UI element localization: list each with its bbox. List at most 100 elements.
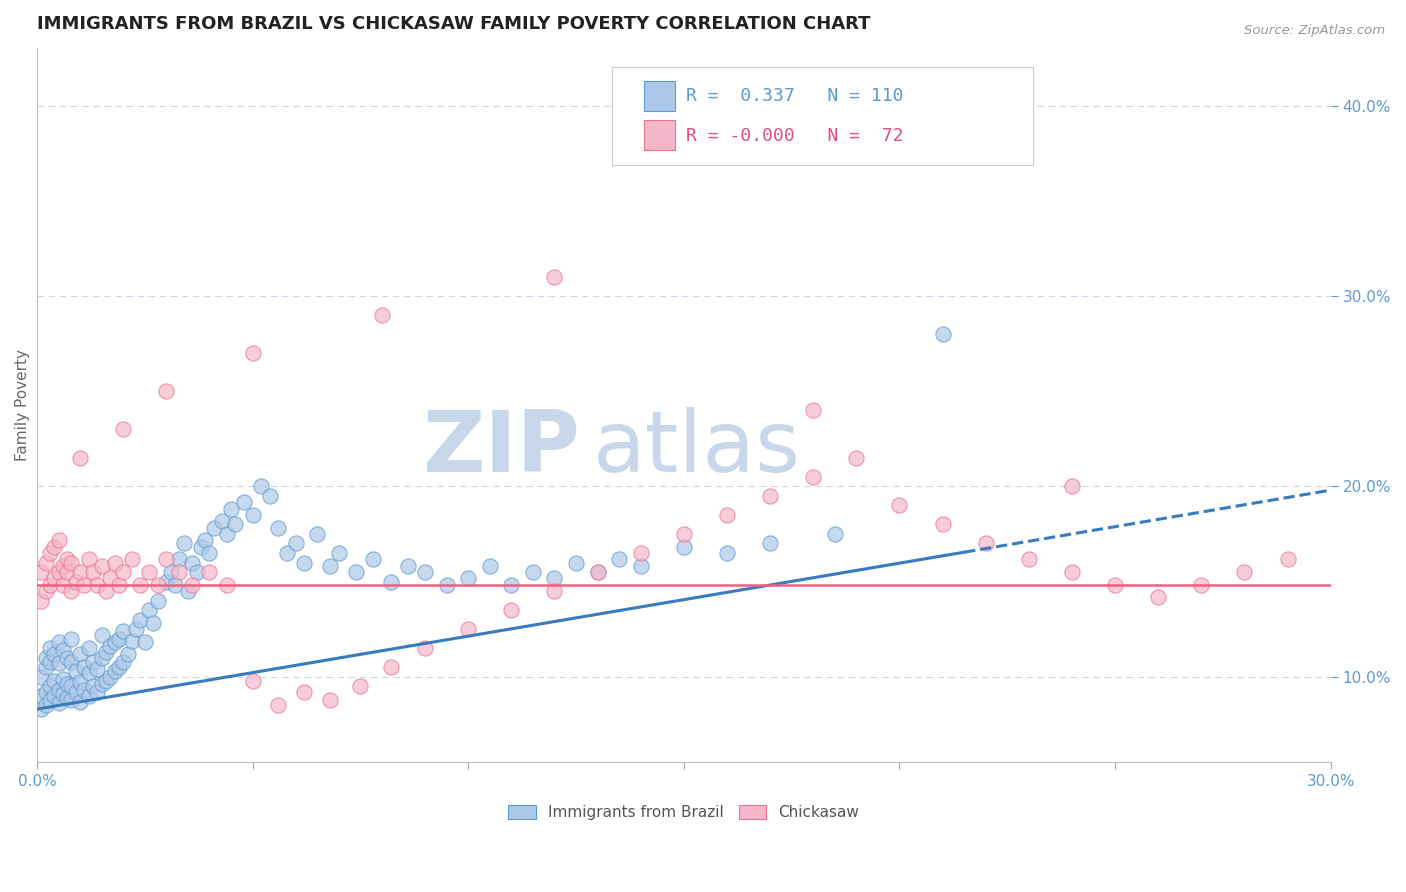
Point [801,470,824,484]
Point [586,565,609,579]
Point [56,690,79,705]
Point [186,565,208,579]
Point [181,556,204,570]
Point [177,584,200,599]
Point [98,640,121,654]
Point [371,308,394,322]
Point [363,551,385,566]
Point [56,677,79,691]
Point [250,479,273,493]
Point [163,578,186,592]
Point [824,527,846,541]
Point [48,657,70,671]
Point [198,546,221,560]
Point [190,541,212,555]
Point [48,683,70,698]
Point [108,578,131,592]
Point [219,502,242,516]
Point [90,677,112,691]
Point [69,647,91,661]
Point [69,450,91,465]
Point [30,593,52,607]
Point [292,685,315,699]
Point [215,578,238,592]
Point [73,578,96,592]
Point [543,269,565,284]
Point [60,584,83,599]
Point [845,450,868,465]
Point [86,662,108,676]
Point [48,565,70,579]
Point [44,571,66,585]
Point [974,536,997,550]
Point [82,679,104,693]
Point [211,514,233,528]
Point [98,571,121,585]
Point [284,536,307,550]
Point [380,574,402,589]
Point [1233,565,1256,579]
Point [34,685,56,699]
Point [60,556,83,570]
Point [30,670,52,684]
Point [60,679,83,693]
Point [34,556,56,570]
Point [233,494,256,508]
Point [1277,551,1299,566]
Point [60,655,83,669]
Point [90,628,112,642]
Point [413,565,436,579]
Text: atlas: atlas [593,407,801,490]
Text: IMMIGRANTS FROM BRAZIL VS CHICKASAW FAMILY POVERTY CORRELATION CHART: IMMIGRANTS FROM BRAZIL VS CHICKASAW FAMI… [37,15,870,33]
Point [48,697,70,711]
Point [30,565,52,579]
Point [34,698,56,713]
Point [103,556,125,570]
Text: ZIP: ZIP [423,407,581,490]
Point [1189,578,1212,592]
Point [48,533,70,547]
Point [108,660,131,674]
Point [159,565,181,579]
Y-axis label: Family Poverty: Family Poverty [15,350,30,461]
Point [242,346,264,360]
Point [77,641,100,656]
Point [146,593,169,607]
Point [155,574,177,589]
Point [65,664,87,678]
Point [759,489,782,503]
Point [931,326,953,341]
Point [82,565,104,579]
Text: Source: ZipAtlas.com: Source: ZipAtlas.com [1244,24,1385,37]
Point [56,650,79,665]
Point [82,655,104,669]
Point [94,645,117,659]
Point [1060,479,1083,493]
Point [134,635,156,649]
Point [801,403,824,417]
Point [181,578,204,592]
Point [44,647,66,661]
Point [38,546,60,560]
Point [173,536,195,550]
Point [112,565,135,579]
Point [142,616,165,631]
Point [457,571,479,585]
Point [267,698,290,713]
Point [138,603,160,617]
Point [716,546,738,560]
Point [224,517,246,532]
Point [146,578,169,592]
Point [586,565,609,579]
Point [1018,551,1040,566]
Point [69,675,91,690]
Point [155,551,177,566]
Point [94,673,117,688]
Point [56,551,79,566]
Point [125,622,148,636]
Point [396,559,419,574]
Point [77,665,100,680]
Point [56,565,79,579]
Point [328,546,350,560]
Point [267,521,290,535]
